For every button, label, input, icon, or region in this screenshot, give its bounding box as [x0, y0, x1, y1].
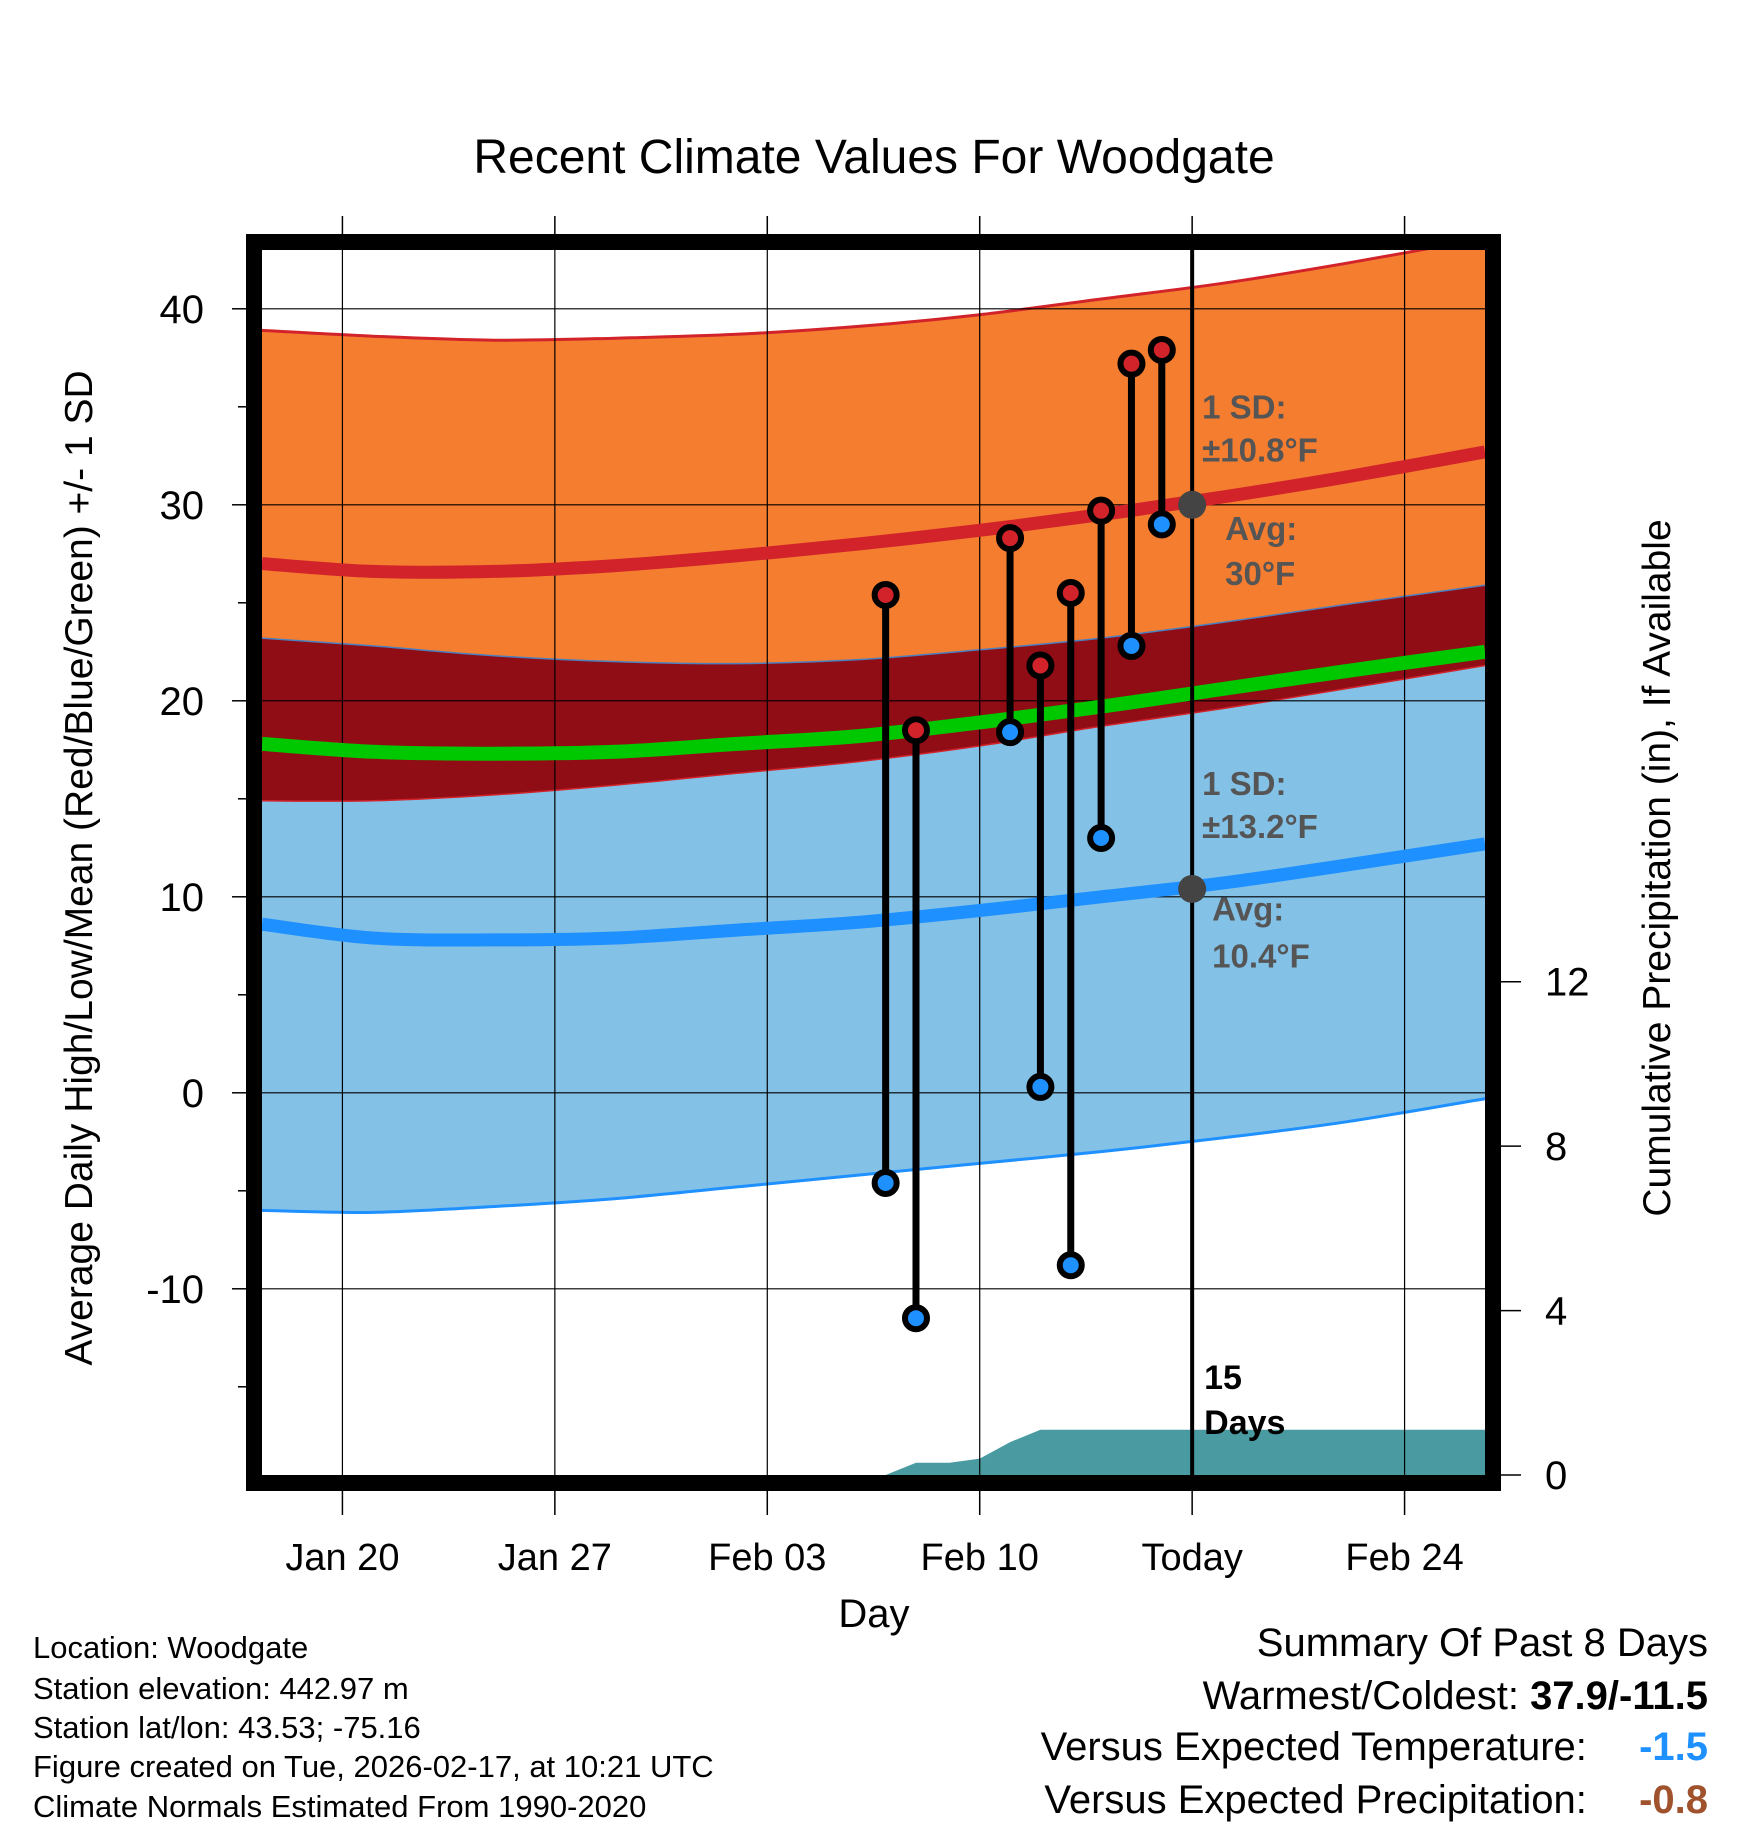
high-sd-value: ±10.8°F — [1202, 432, 1318, 469]
chart-title: Recent Climate Values For Woodgate — [473, 131, 1274, 184]
low-avg-title: Avg: — [1212, 890, 1284, 927]
y-axis-label-right: Cumulative Precipitation (in), If Availa… — [1636, 519, 1679, 1216]
y-tick-label-left: -10 — [146, 1268, 204, 1312]
observation-high-point — [1087, 496, 1116, 525]
observation-low-point — [1147, 510, 1176, 539]
summary-warmest-value: 37.9/-11.5 — [1530, 1674, 1708, 1718]
footer-latlon: Station lat/lon: 43.53; -75.16 — [33, 1710, 421, 1745]
low-avg-value: 10.4°F — [1212, 937, 1310, 974]
x-tick-label: Feb 10 — [921, 1537, 1039, 1579]
y-tick-label-left: 0 — [182, 1072, 204, 1116]
high-sd-title: 1 SD: — [1202, 389, 1286, 426]
high-sd-band — [262, 250, 1485, 664]
summary-temp-value: -1.5 — [1639, 1725, 1708, 1769]
days-count: 15 — [1204, 1359, 1242, 1397]
observation-high-point — [996, 524, 1025, 553]
observation-high-point — [1026, 651, 1055, 680]
days-label: Days — [1204, 1404, 1285, 1442]
x-tick-label: Today — [1141, 1537, 1242, 1579]
normal-high-line — [262, 445, 1485, 579]
y-tick-label-right: 4 — [1545, 1290, 1567, 1334]
observation-high-point — [871, 580, 900, 609]
high-plus-sd-line — [262, 250, 1430, 342]
y-tick-label-right: 0 — [1545, 1454, 1567, 1498]
x-tick-label: Jan 27 — [498, 1537, 612, 1579]
observation-high-point — [901, 716, 930, 745]
footer-elevation: Station elevation: 442.97 m — [33, 1671, 409, 1706]
low-sd-band — [262, 665, 1485, 1213]
x-axis-label: Day — [838, 1592, 909, 1636]
low-sd-title: 1 SD: — [1202, 765, 1286, 802]
x-tick-label: Jan 20 — [285, 1537, 399, 1579]
observation-low-point — [1117, 631, 1146, 660]
y-tick-label-left: 10 — [160, 876, 205, 920]
low-minus-sd-line — [262, 1097, 1485, 1214]
summary-precip-label: Versus Expected Precipitation: — [1044, 1778, 1587, 1822]
footer-location: Location: Woodgate — [33, 1630, 309, 1665]
summary-precip-value: -0.8 — [1639, 1778, 1708, 1822]
summary-warmest-label: Warmest/Coldest: — [1202, 1674, 1519, 1718]
summary-temperature: Versus Expected Temperature: -1.5 — [1041, 1727, 1708, 1767]
low-plus-sd-line — [262, 664, 1485, 802]
high-avg-value: 30°F — [1225, 555, 1295, 592]
high-avg-title: Avg: — [1225, 510, 1297, 547]
observation-low-point — [1087, 824, 1116, 852]
normal-mean-line — [262, 644, 1485, 761]
footer-created: Figure created on Tue, 2026-02-17, at 10… — [33, 1749, 714, 1784]
plot-frame — [246, 234, 1501, 1491]
y-axis-label-left: Average Daily High/Low/Mean (Red/Blue/Gr… — [58, 370, 101, 1365]
summary-warmest-coldest: Warmest/Coldest: 37.9/-11.5 — [1203, 1676, 1708, 1716]
normal-low-line — [262, 837, 1485, 947]
y-tick-label-left: 40 — [160, 288, 205, 332]
observation-high-point — [1056, 579, 1085, 607]
y-tick-label-right: 8 — [1545, 1125, 1567, 1169]
axes: Jan 20 Jan 27 Feb 03 Feb 10 Today Feb 24 -10 0 1… — [146, 216, 1590, 1579]
high-minus-sd-line — [262, 584, 1485, 665]
observation-low-point — [996, 718, 1025, 747]
plot-content: 1 SD: ±10.8°F Avg: 30°F 1 SD: ±13.2°F Avg: 10.4… — [262, 250, 1485, 1475]
footer-normals: Climate Normals Estimated From 1990-2020 — [33, 1789, 647, 1824]
observation-low-point — [871, 1168, 900, 1197]
x-tick-label: Feb 03 — [708, 1537, 826, 1579]
summary-temp-label: Versus Expected Temperature: — [1040, 1725, 1587, 1769]
observation-low-point — [1026, 1072, 1055, 1101]
today-low-avg-marker — [1178, 874, 1207, 903]
observation-low-point — [1056, 1251, 1085, 1280]
y-tick-label-left: 30 — [160, 484, 205, 528]
observation-low-point — [901, 1304, 930, 1333]
y-tick-label-left: 20 — [160, 680, 205, 724]
y-tick-label-right: 12 — [1545, 961, 1590, 1005]
observation-high-point — [1147, 335, 1176, 364]
observation-high-point — [1117, 349, 1146, 378]
summary-title: Summary Of Past 8 Days — [1256, 1621, 1708, 1665]
precipitation-area — [885, 1429, 1485, 1475]
plot-area: 1 SD: ±10.8°F Avg: 30°F 1 SD: ±13.2°F Avg: 10.4… — [262, 250, 1485, 1475]
today-high-avg-marker — [1178, 490, 1207, 519]
x-tick-label: Feb 24 — [1345, 1537, 1463, 1579]
low-sd-value: ±13.2°F — [1202, 808, 1318, 845]
summary-precipitation: Versus Expected Precipitation: -0.8 — [1044, 1780, 1708, 1820]
